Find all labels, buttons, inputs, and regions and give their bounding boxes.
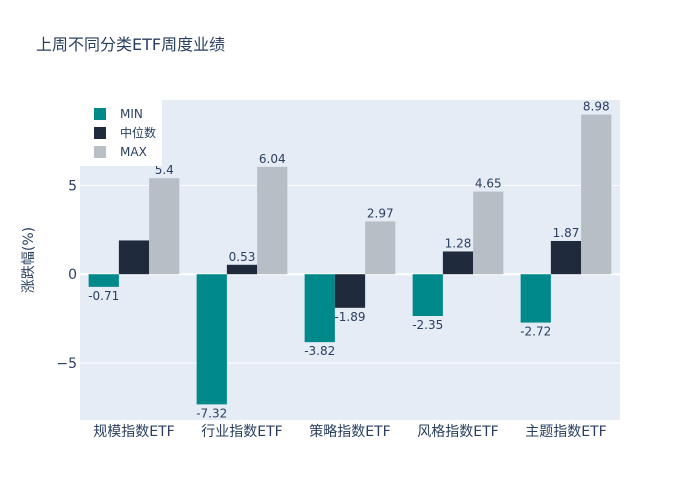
x-tick-label: 规模指数ETF [93, 424, 174, 440]
data-label: -3.82 [304, 344, 335, 358]
legend-swatch[interactable] [94, 146, 106, 158]
chart-title: 上周不同分类ETF周度业绩 [36, 35, 225, 54]
x-axis: 规模指数ETF 行业指数ETF 策略指数ETF 风格指数ETF 主题指数ETF [93, 423, 606, 440]
bar[interactable] [88, 274, 119, 287]
bar[interactable] [304, 274, 335, 343]
bar[interactable] [520, 274, 551, 323]
legend-label[interactable]: MAX [120, 145, 147, 159]
bar[interactable] [118, 240, 150, 275]
x-tick-label: 策略指数ETF [309, 423, 390, 440]
legend-background [80, 100, 162, 166]
x-tick-label: 主题指数ETF [525, 424, 606, 440]
y-axis: −5 0 5 [56, 178, 77, 372]
y-tick-label: 0 [68, 267, 77, 283]
data-label: 0.53 [229, 250, 256, 264]
data-label: -2.72 [520, 325, 551, 339]
x-tick-label: 行业指数ETF [201, 424, 282, 440]
data-label: 5.4 [155, 163, 174, 177]
bar[interactable] [581, 114, 612, 275]
data-label: 4.65 [475, 177, 502, 191]
bars [88, 114, 612, 405]
y-tick-label: 5 [68, 178, 77, 194]
legend-label[interactable]: 中位数 [120, 125, 156, 140]
y-tick-label: −5 [56, 356, 77, 372]
data-label: 1.28 [445, 236, 472, 250]
data-label: -1.89 [334, 310, 365, 324]
bar[interactable] [550, 240, 582, 275]
legend[interactable]: MIN 中位数 MAX [80, 100, 162, 166]
legend-swatch[interactable] [94, 108, 106, 120]
data-label: -0.71 [88, 289, 119, 303]
bar[interactable] [334, 274, 366, 308]
data-labels: -0.71 5.4 -7.32 0.53 6.04 -3.82 -1.89 2.97 -2.35… [88, 100, 609, 421]
legend-label[interactable]: MIN [120, 107, 143, 121]
bar[interactable] [412, 274, 443, 316]
data-label: -7.32 [196, 406, 227, 420]
bar[interactable] [442, 251, 474, 275]
data-label: 6.04 [259, 152, 286, 166]
y-axis-label: 涨跌幅(%) [21, 227, 37, 293]
data-label: -2.35 [412, 318, 443, 332]
bar[interactable] [473, 191, 504, 275]
x-tick-label: 风格指数ETF [417, 424, 498, 440]
data-label: 1.87 [553, 226, 580, 240]
bar[interactable] [226, 264, 258, 275]
bar[interactable] [365, 221, 396, 275]
bar[interactable] [149, 178, 180, 275]
legend-swatch[interactable] [94, 127, 106, 139]
bar[interactable] [196, 274, 227, 405]
data-label: 2.97 [367, 206, 394, 220]
data-label: 8.98 [583, 100, 610, 114]
bar[interactable] [257, 166, 288, 275]
